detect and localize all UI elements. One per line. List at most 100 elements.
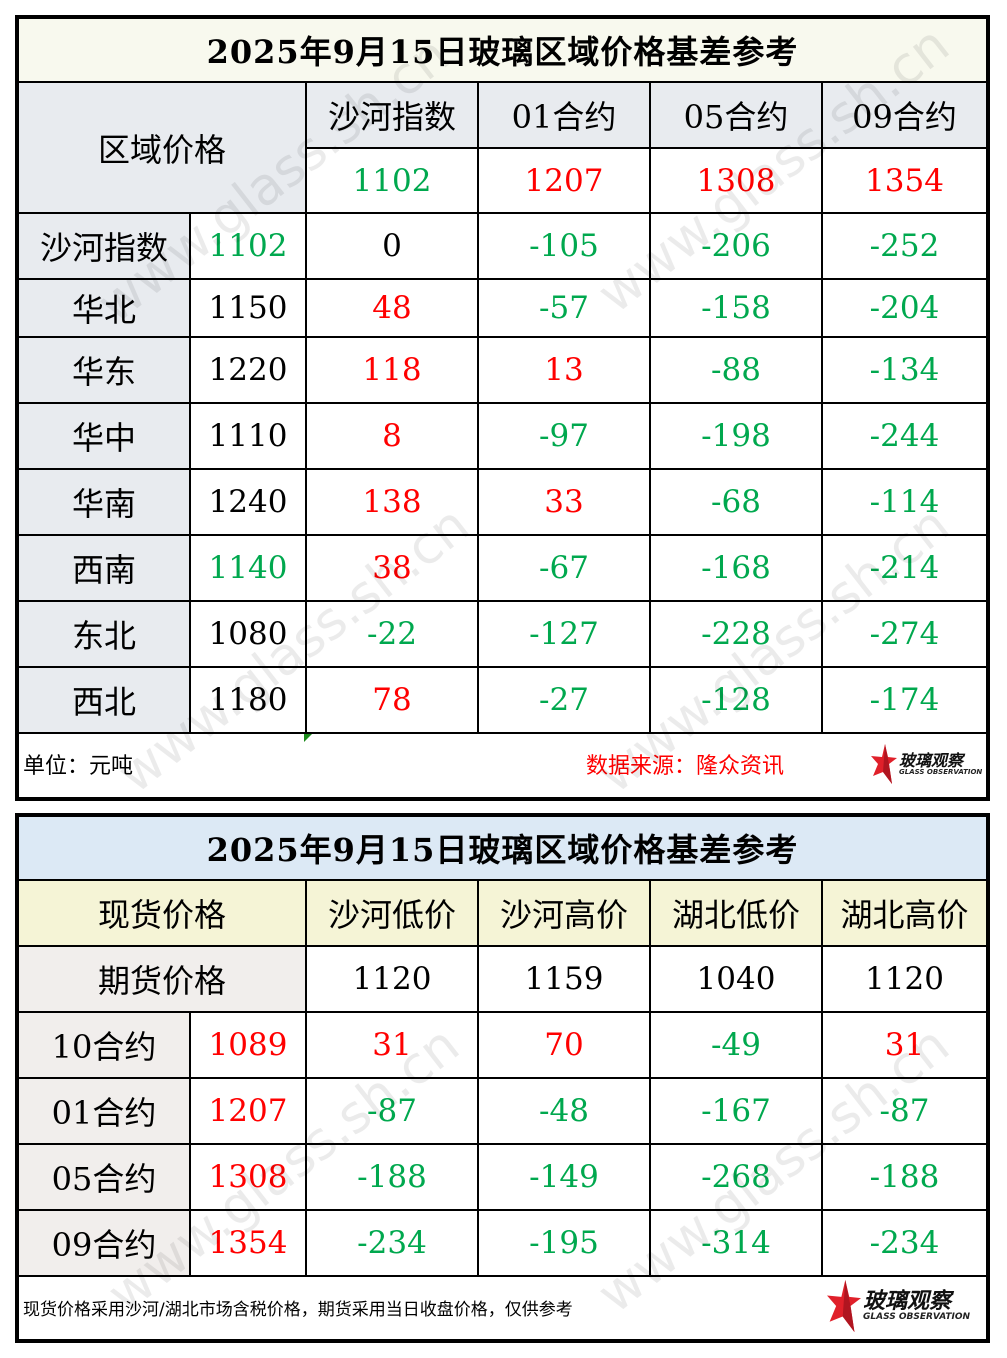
basis-value: 38 [305, 534, 479, 602]
basis-value: -57 [477, 278, 651, 338]
table-row: 05合约 1308 -188 -149 -268 -188 [19, 1143, 986, 1211]
spot-price: 1120 [305, 945, 479, 1013]
basis-value: -234 [305, 1209, 479, 1277]
region-name: 西南 [19, 534, 191, 602]
contract-price: 1308 [189, 1143, 307, 1211]
spot-futures-basis-panel: 2025年9月15日玻璃区域价格基差参考 现货价格 沙河低价 沙河高价 湖北低价… [15, 813, 990, 1343]
basis-value: -198 [649, 402, 823, 470]
basis-value: -68 [649, 468, 823, 536]
basis-value: -314 [649, 1209, 823, 1277]
region-price: 1240 [189, 468, 307, 536]
basis-value: -97 [477, 402, 651, 470]
region-price: 1180 [189, 666, 307, 734]
spot-price-label: 现货价格 [19, 879, 307, 947]
contract-price: 1354 [189, 1209, 307, 1277]
basis-value: 70 [477, 1011, 651, 1079]
region-name: 华北 [19, 278, 191, 338]
basis-value: -22 [305, 600, 479, 668]
red-star-icon [827, 1279, 861, 1333]
regional-rows: 沙河指数 1102 0 -105 -206 -252 华北 1150 48 -57 -158 -204… [19, 212, 986, 734]
region-name: 华东 [19, 336, 191, 404]
basis-value: -252 [821, 212, 986, 280]
column-header: 沙河低价 [305, 879, 479, 947]
logo-text-cn: 玻璃观察 [863, 1288, 952, 1314]
basis-value: 31 [305, 1011, 479, 1079]
region-price: 1150 [189, 278, 307, 338]
data-source-label: 数据来源：隆众资讯 [586, 754, 785, 779]
region-name: 华中 [19, 402, 191, 470]
column-header: 05合约 [649, 81, 823, 149]
basis-value: -274 [821, 600, 986, 668]
contract-price: 1207 [189, 1077, 307, 1145]
unit-label: 单位：元吨 [23, 754, 134, 779]
column-price: 1207 [477, 147, 651, 214]
basis-value: -234 [821, 1209, 986, 1277]
table-row: 华北 1150 48 -57 -158 -204 [19, 278, 986, 338]
basis-value: -128 [649, 666, 823, 734]
contract-name: 09合约 [19, 1209, 191, 1277]
column-header: 湖北低价 [649, 879, 823, 947]
table-row: 沙河指数 1102 0 -105 -206 -252 [19, 212, 986, 280]
contract-name: 10合约 [19, 1011, 191, 1079]
basis-value: -204 [821, 278, 986, 338]
basis-value: -206 [649, 212, 823, 280]
basis-value: -195 [477, 1209, 651, 1277]
basis-value: 138 [305, 468, 479, 536]
region-price: 1110 [189, 402, 307, 470]
column-price: 1308 [649, 147, 823, 214]
table-title: 2025年9月15日玻璃区域价格基差参考 [19, 817, 986, 881]
region-price: 1080 [189, 600, 307, 668]
column-header: 沙河指数 [305, 81, 479, 149]
basis-value: -244 [821, 402, 986, 470]
basis-value: -228 [649, 600, 823, 668]
futures-price-label: 期货价格 [19, 945, 307, 1013]
table-row: 西南 1140 38 -67 -168 -214 [19, 534, 986, 602]
table-row: 10合约 1089 31 70 -49 31 [19, 1011, 986, 1079]
basis-value: -27 [477, 666, 651, 734]
region-price: 1220 [189, 336, 307, 404]
region-name: 沙河指数 [19, 212, 191, 280]
logo-text-en: GLASS OBSERVATION [899, 767, 983, 776]
basis-value: -87 [305, 1077, 479, 1145]
basis-value: -188 [305, 1143, 479, 1211]
spot-price: 1159 [477, 945, 651, 1013]
regional-price-table: 2025年9月15日玻璃区域价格基差参考 区域价格 沙河指数 01合约 05合约… [19, 19, 986, 734]
red-star-icon [871, 744, 897, 784]
basis-value: 0 [305, 212, 479, 280]
basis-value: 31 [821, 1011, 986, 1079]
column-header: 01合约 [477, 81, 651, 149]
table-row: 01合约 1207 -87 -48 -167 -87 [19, 1077, 986, 1145]
table-row: 华中 1110 8 -97 -198 -244 [19, 402, 986, 470]
basis-value: 78 [305, 666, 479, 734]
basis-value: 8 [305, 402, 479, 470]
contract-rows: 10合约 1089 31 70 -49 31 01合约 1207 -87 -48 -167 -87 05… [19, 1011, 986, 1277]
basis-value: -214 [821, 534, 986, 602]
methodology-note: 现货价格采用沙河/湖北市场含税价格，期货采用当日收盘价格，仅供参考 [23, 1300, 573, 1320]
basis-value: -149 [477, 1143, 651, 1211]
basis-value: -105 [477, 212, 651, 280]
spot-price: 1040 [649, 945, 823, 1013]
region-name: 华南 [19, 468, 191, 536]
basis-value: 33 [477, 468, 651, 536]
basis-value: -174 [821, 666, 986, 734]
region-price: 1140 [189, 534, 307, 602]
basis-value: -114 [821, 468, 986, 536]
basis-value: -49 [649, 1011, 823, 1079]
corner-label: 区域价格 [19, 81, 307, 214]
contract-name: 05合约 [19, 1143, 191, 1211]
table-footer: 现货价格采用沙河/湖北市场含税价格，期货采用当日收盘价格，仅供参考 玻璃观察 G… [19, 1277, 986, 1337]
region-name: 东北 [19, 600, 191, 668]
column-header: 湖北高价 [821, 879, 986, 947]
table-row: 09合约 1354 -234 -195 -314 -234 [19, 1209, 986, 1277]
spot-futures-table: 2025年9月15日玻璃区域价格基差参考 现货价格 沙河低价 沙河高价 湖北低价… [19, 817, 986, 1277]
basis-value: -167 [649, 1077, 823, 1145]
logo-text-en: GLASS OBSERVATION [863, 1311, 971, 1322]
contract-name: 01合约 [19, 1077, 191, 1145]
cell-comment-marker [304, 734, 312, 742]
table-row: 西北 1180 78 -27 -128 -174 [19, 666, 986, 734]
basis-value: -134 [821, 336, 986, 404]
logo-text-cn: 玻璃观察 [899, 750, 964, 770]
spot-price: 1120 [821, 945, 986, 1013]
table-title: 2025年9月15日玻璃区域价格基差参考 [19, 19, 986, 83]
basis-value: -87 [821, 1077, 986, 1145]
